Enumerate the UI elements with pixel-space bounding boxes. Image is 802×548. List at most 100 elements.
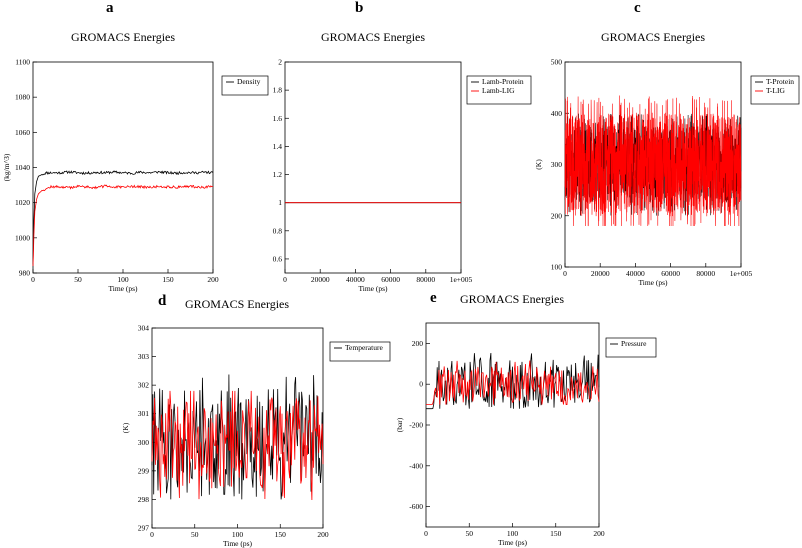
- series-line-temperature: [151, 374, 324, 500]
- y-axis-label: (kg/m^3): [2, 153, 11, 181]
- x-tick-label: 0: [283, 275, 287, 284]
- panel-letter-d: d: [158, 293, 167, 309]
- y-tick-label: 300: [138, 438, 150, 447]
- y-tick-label: -200: [409, 421, 423, 430]
- x-tick-label: 150: [162, 275, 174, 284]
- y-tick-label: 1080: [15, 93, 30, 102]
- y-tick-label: 1.8: [273, 86, 283, 95]
- x-tick-label: 100: [232, 530, 244, 539]
- x-tick-label: 1e+005: [450, 275, 473, 284]
- y-tick-label: 100: [551, 263, 563, 272]
- y-tick-label: 1.4: [273, 142, 283, 151]
- y-tick-label: 304: [138, 324, 150, 333]
- y-tick-label: 1: [278, 198, 282, 207]
- y-tick-label: 1.6: [273, 114, 283, 123]
- x-tick-label: 150: [550, 529, 562, 538]
- x-tick-label: 100: [117, 275, 129, 284]
- panel-letter-a: a: [106, 0, 114, 16]
- y-tick-label: 302: [138, 381, 150, 390]
- chart-title: GROMACS Energies: [601, 30, 705, 44]
- y-tick-label: 1020: [15, 198, 30, 207]
- legend-box: [750, 75, 800, 105]
- legend-box: [605, 337, 657, 358]
- y-tick-label: 500: [551, 58, 563, 67]
- x-tick-label: 0: [31, 275, 35, 284]
- x-tick-label: 20000: [311, 275, 330, 284]
- series-line-t-lig: [564, 95, 742, 227]
- y-tick-label: 1040: [15, 163, 30, 172]
- chart-title: GROMACS Energies: [321, 30, 425, 44]
- legend-box: [329, 341, 391, 362]
- y-tick-label: 1100: [15, 58, 30, 67]
- x-tick-label: 80000: [696, 269, 715, 278]
- chart-title: GROMACS Energies: [185, 297, 289, 311]
- x-tick-label: 150: [275, 530, 287, 539]
- legend-label: T-LIG: [766, 86, 785, 95]
- x-axis-label: Time (ps): [358, 284, 388, 293]
- y-tick-label: 299: [138, 466, 150, 475]
- x-axis-label: Time (ps): [498, 538, 528, 547]
- x-tick-label: 40000: [346, 275, 365, 284]
- chart-title: GROMACS Energies: [71, 30, 175, 44]
- panel-letter-c: c: [634, 0, 641, 16]
- y-tick-label: 1060: [15, 128, 30, 137]
- x-tick-label: 200: [317, 530, 329, 539]
- legend-label: Temperature: [345, 343, 383, 352]
- panel-letter-b: b: [355, 0, 364, 16]
- y-tick-label: 1.2: [273, 170, 283, 179]
- chart-title: GROMACS Energies: [460, 292, 564, 306]
- x-tick-label: 60000: [661, 269, 680, 278]
- y-tick-label: 301: [138, 409, 150, 418]
- x-tick-label: 0: [150, 530, 154, 539]
- x-tick-label: 20000: [591, 269, 610, 278]
- y-tick-label: 400: [551, 109, 563, 118]
- y-tick-label: 2: [278, 58, 282, 67]
- x-tick-label: 40000: [626, 269, 645, 278]
- plot-frame: [425, 322, 600, 528]
- x-tick-label: 0: [424, 529, 428, 538]
- y-tick-label: -600: [409, 502, 423, 511]
- y-tick-label: 298: [138, 495, 150, 504]
- series-line-unnamed-1: [151, 390, 324, 501]
- x-tick-label: 60000: [381, 275, 400, 284]
- y-tick-label: 297: [138, 524, 150, 533]
- x-tick-label: 1e+005: [730, 269, 753, 278]
- plot-frame: [32, 61, 214, 274]
- x-tick-label: 0: [563, 269, 567, 278]
- legend-label: Lamb-Protein: [482, 77, 524, 86]
- series-line-unnamed-1: [426, 360, 600, 405]
- legend-label: Density: [237, 77, 261, 86]
- x-tick-label: 50: [191, 530, 199, 539]
- plot-frame: [284, 61, 462, 274]
- x-axis-label: Time (ps): [108, 284, 138, 293]
- panel-letter-e: e: [430, 290, 437, 306]
- series-line-unnamed-1: [32, 184, 213, 267]
- x-tick-label: 50: [74, 275, 82, 284]
- x-tick-label: 200: [207, 275, 219, 284]
- y-tick-label: 200: [551, 211, 563, 220]
- y-axis-label: (K): [121, 422, 130, 433]
- x-axis-label: Time (ps): [638, 278, 668, 287]
- y-tick-label: 200: [412, 339, 424, 348]
- y-tick-label: 303: [138, 352, 150, 361]
- legend-box: [466, 75, 532, 105]
- y-tick-label: 0: [419, 380, 423, 389]
- series-line-density: [32, 170, 214, 265]
- x-axis-label: Time (ps): [223, 539, 253, 548]
- legend-label: Pressure: [621, 339, 647, 348]
- y-tick-label: 980: [19, 269, 31, 278]
- y-tick-label: 0.6: [273, 254, 283, 263]
- y-axis-label: (bar): [395, 417, 404, 432]
- x-tick-label: 100: [507, 529, 519, 538]
- legend-label: Lamb-LIG: [482, 86, 515, 95]
- x-tick-label: 200: [593, 529, 605, 538]
- legend-box: [221, 75, 269, 96]
- legend-label: T-Protein: [766, 77, 794, 86]
- x-tick-label: 50: [466, 529, 474, 538]
- y-tick-label: 1000: [15, 233, 30, 242]
- y-tick-label: -400: [409, 461, 423, 470]
- y-axis-label: (K): [534, 159, 543, 170]
- x-tick-label: 80000: [416, 275, 435, 284]
- y-tick-label: 0.8: [273, 226, 283, 235]
